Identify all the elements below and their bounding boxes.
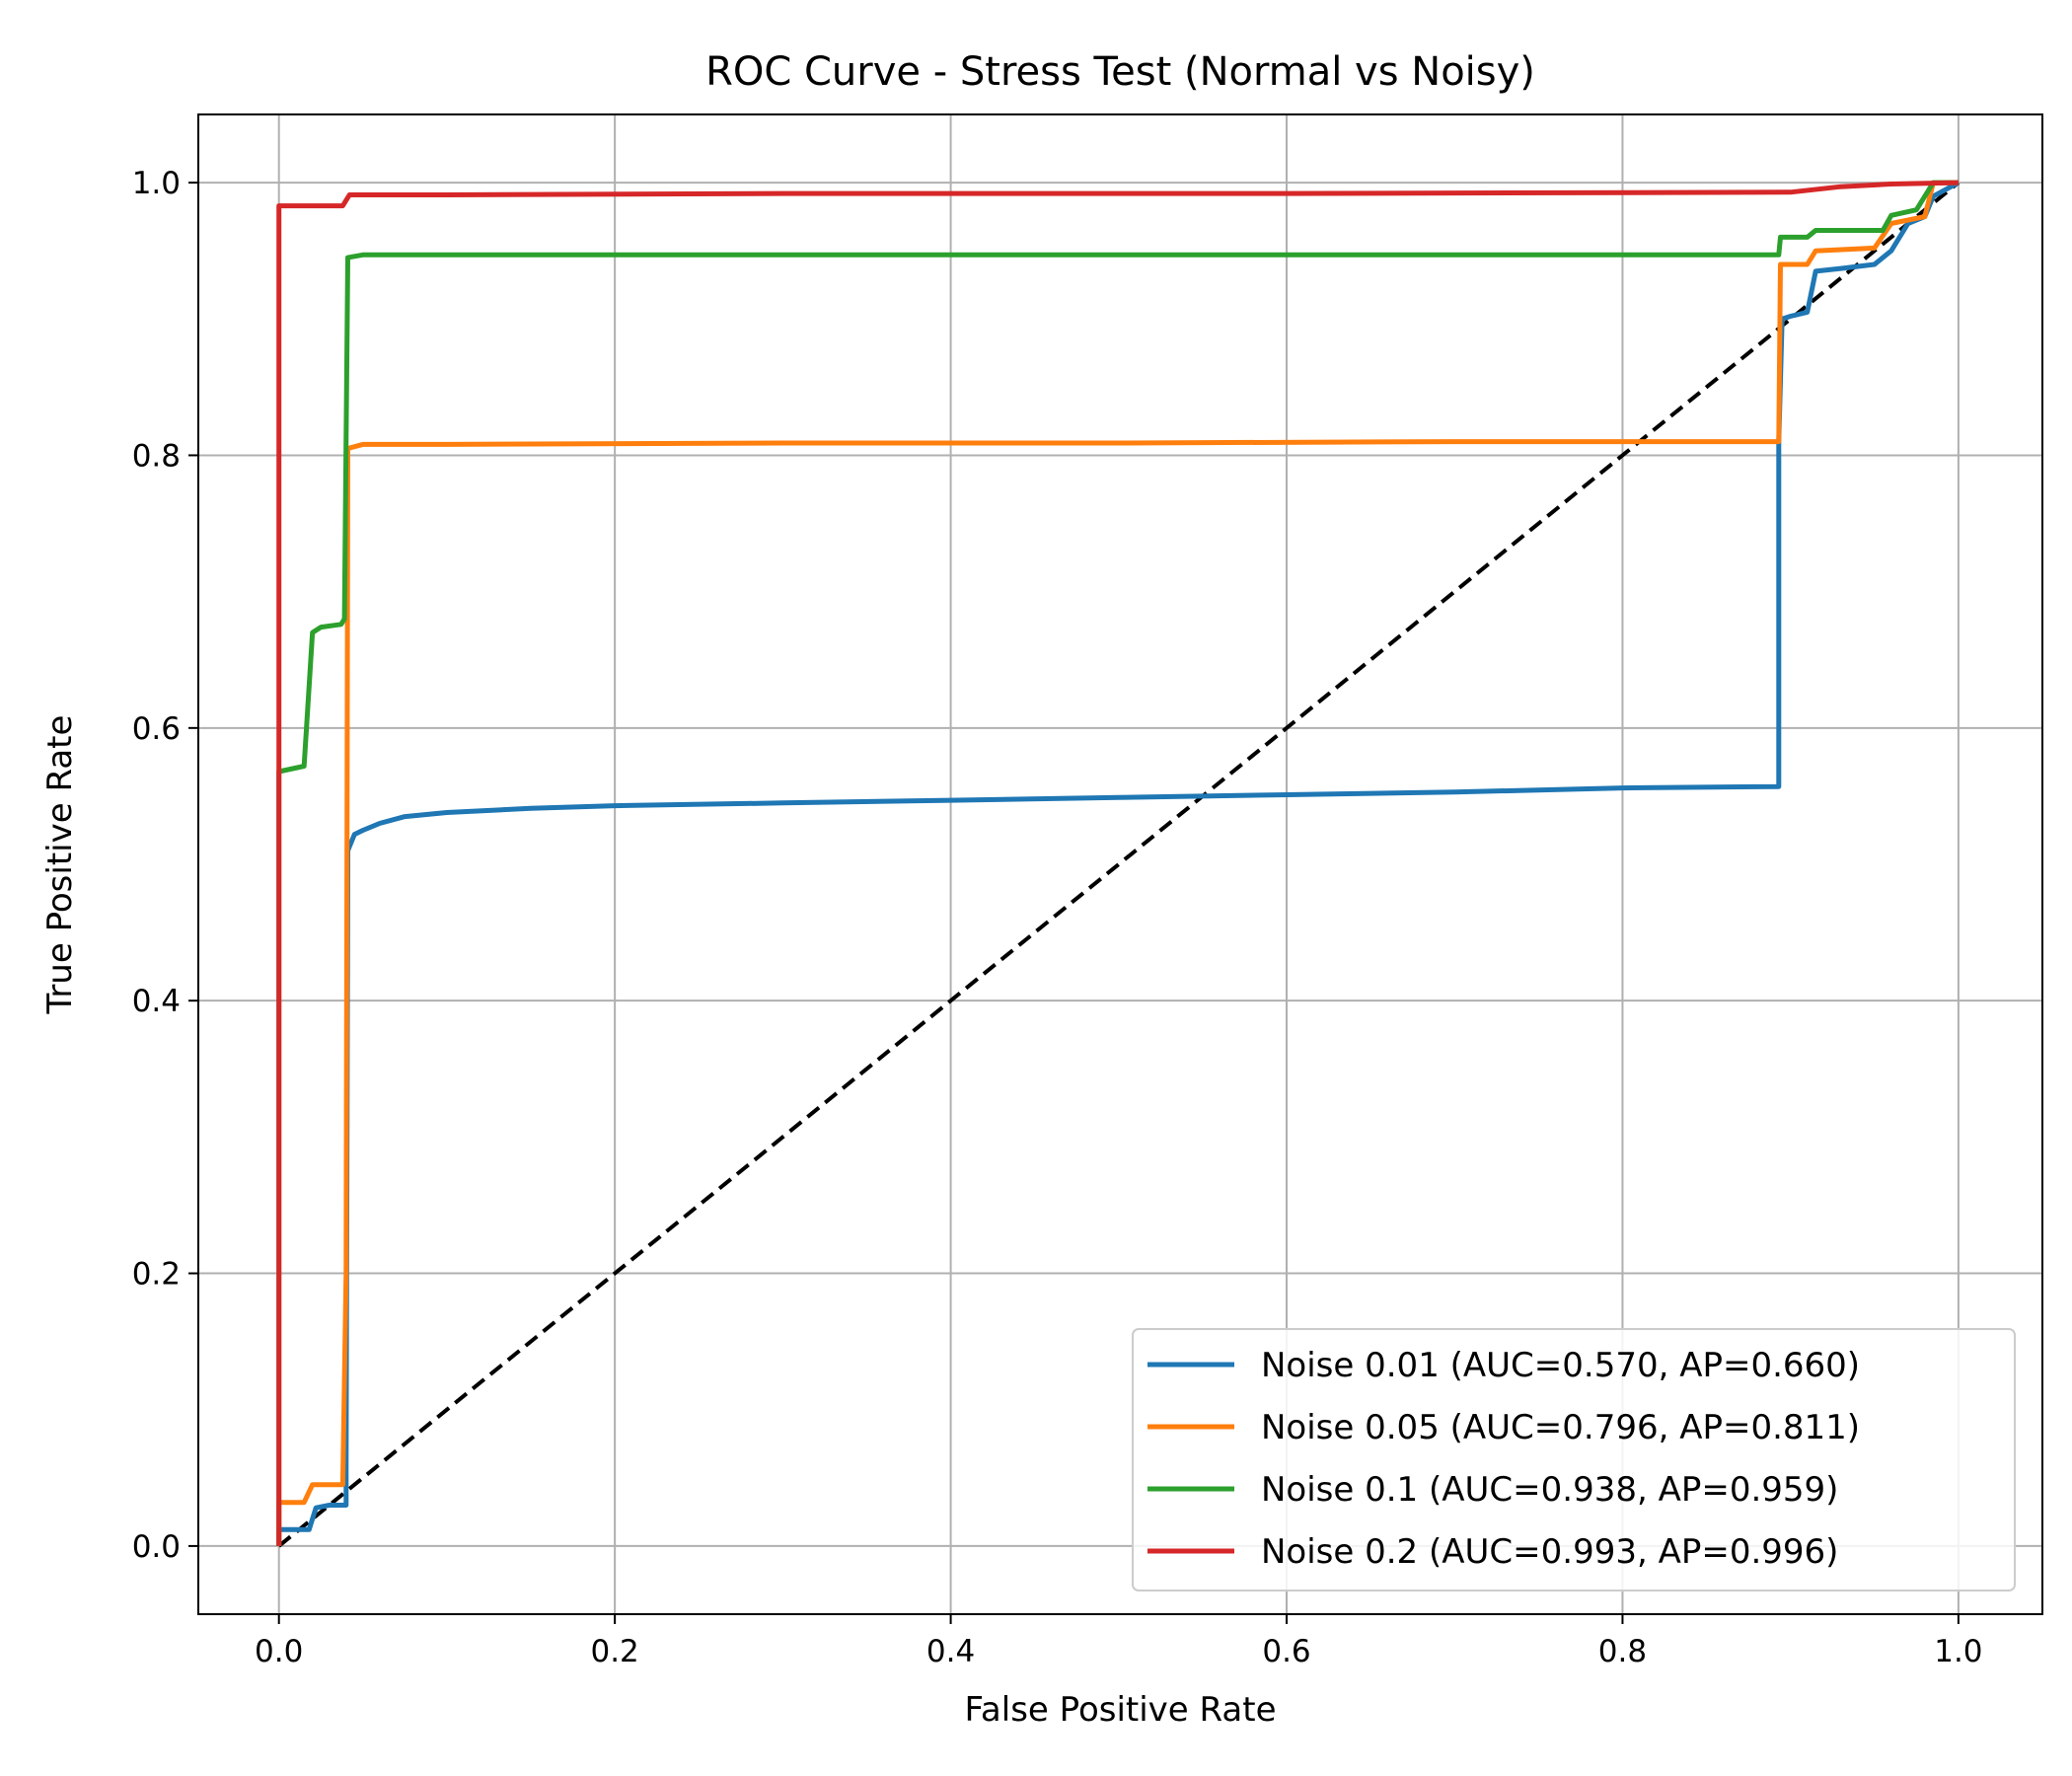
x-axis-label: False Positive Rate (965, 1690, 1277, 1730)
series-line-0 (276, 180, 1961, 1546)
y-tick-label: 0.4 (132, 984, 181, 1019)
legend-entry: Noise 0.1 (AUC=0.938, AP=0.959) (1261, 1470, 1838, 1510)
y-axis-label: True Positive Rate (40, 715, 80, 1015)
x-tick-label: 0.4 (926, 1634, 975, 1669)
series-line-3 (276, 180, 1959, 1546)
y-tick-label: 0.0 (132, 1529, 181, 1565)
legend-entry: Noise 0.05 (AUC=0.796, AP=0.811) (1261, 1408, 1860, 1447)
y-tick-label: 0.6 (132, 711, 181, 747)
x-tick-label: 0.6 (1262, 1634, 1310, 1669)
diagonal-reference-line (277, 181, 1961, 1548)
legend-entry: Noise 0.01 (AUC=0.570, AP=0.660) (1261, 1346, 1860, 1385)
x-tick-label: 1.0 (1934, 1634, 1982, 1669)
y-tick-label: 0.8 (132, 438, 181, 474)
series-line-2 (276, 180, 1959, 1546)
legend-box (1132, 1328, 2016, 1591)
legend: Noise 0.01 (AUC=0.570, AP=0.660) Noise 0.… (1132, 1328, 2016, 1591)
series-lines (276, 180, 1961, 1548)
x-tick-label: 0.2 (590, 1634, 638, 1669)
axis-ticks: 0.0 0.2 0.4 0.6 0.8 1.0 0.0 0.2 0.4 0.6 0.8 1.0 (132, 166, 1983, 1669)
x-tick-label: 0.8 (1598, 1634, 1647, 1669)
series-line-1 (276, 180, 1959, 1546)
plot-frame (197, 113, 2043, 1615)
legend-entry: Noise 0.2 (AUC=0.993, AP=0.996) (1261, 1532, 1838, 1572)
y-tick-label: 1.0 (132, 166, 181, 201)
y-tick-label: 0.2 (132, 1257, 181, 1293)
grid (198, 114, 2042, 1614)
chart-title: ROC Curve - Stress Test (Normal vs Noisy… (705, 49, 1535, 95)
x-tick-label: 0.0 (255, 1634, 303, 1669)
